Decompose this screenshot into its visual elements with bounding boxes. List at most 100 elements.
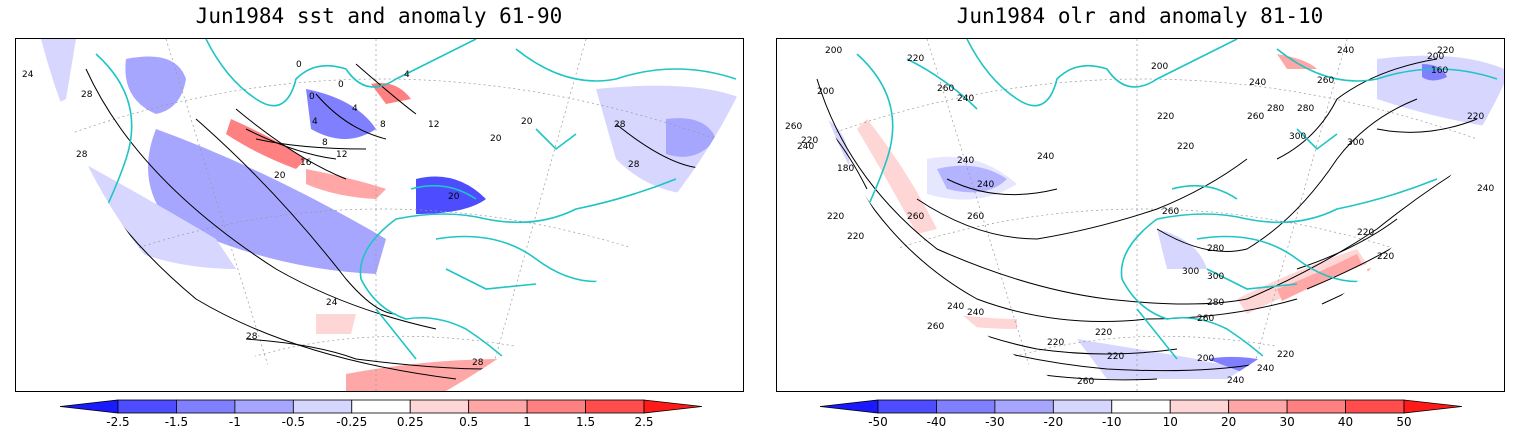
contour-label: 280 [1297, 104, 1314, 114]
contour-label: 28 [76, 150, 88, 160]
contour-label: 4 [352, 104, 358, 114]
contour-label: 200 [1151, 62, 1168, 72]
sst-colorbar-tick-label: -2.5 [106, 415, 129, 429]
contour-label: 28 [614, 120, 626, 130]
olr-colorbar-tick-label: 40 [1338, 415, 1353, 429]
olr-colorbar-box [994, 399, 1054, 414]
sst-colorbar-box [234, 399, 294, 414]
sst-colorbar-high-arrow [643, 399, 702, 414]
olr-colorbar-tick-label: -10 [1102, 415, 1122, 429]
contour-label: 240 [1337, 46, 1354, 56]
left-map-title: Jun1984 sst and anomaly 61-90 [195, 4, 563, 28]
sst-colorbar-tick-label: -0.25 [336, 415, 367, 429]
contour-label: 220 [801, 136, 818, 146]
contour-label: 28 [628, 160, 640, 170]
olr-contour-labels: 200 220 260 260 200 240 180 220 240 260 … [785, 46, 1494, 387]
olr-colorbar-box [877, 399, 937, 414]
olr-colorbar-box [1111, 399, 1171, 414]
contour-label: 260 [1247, 112, 1264, 122]
sst-positive-anomaly [316, 314, 356, 334]
contour-label: 260 [967, 212, 984, 222]
olr-negative-anomaly [927, 156, 1017, 200]
contour-label: 240 [797, 142, 814, 152]
contour-label: 200 [825, 46, 842, 56]
olr-negative-anomaly [1422, 64, 1447, 81]
sst-colorbar-tick-label: 1 [523, 415, 531, 429]
contour-label: 220 [847, 232, 864, 242]
sst-colorbar-box [409, 399, 470, 414]
contour-label: 300 [1182, 267, 1199, 277]
olr-positive-anomaly [1277, 54, 1317, 69]
sst-colorbar-low-arrow [60, 399, 119, 414]
sst-colorbar-svg: -2.5 -1.5 -1 -0.5 -0.25 0.25 0.5 1 1.5 2.5 [60, 399, 702, 429]
contour-label: 4 [312, 117, 318, 127]
contour-label: 240 [967, 308, 984, 318]
contour-label: 24 [22, 70, 34, 80]
olr-colorbar-tick-label: -40 [927, 415, 947, 429]
contour-label: 180 [837, 164, 854, 174]
sst-colorbar-box [351, 399, 411, 414]
contour-label: 0 [296, 60, 302, 70]
contour-label: 8 [380, 120, 386, 130]
contour-label: 20 [490, 134, 502, 144]
contour-label: 16 [300, 158, 312, 168]
contour-label: 20 [448, 192, 460, 202]
contour-label: 200 [1427, 52, 1444, 62]
olr-colorbar-box [1345, 399, 1405, 414]
contour-label: 220 [1467, 112, 1484, 122]
contour-label: 28 [81, 90, 93, 100]
contour-label: 260 [937, 84, 954, 94]
contour-label: 260 [785, 122, 802, 132]
contour-label: 240 [947, 302, 964, 312]
sst-colorbar-tick-label: -0.5 [282, 415, 305, 429]
contour-label: 280 [1207, 244, 1224, 254]
olr-colorbar-box [1228, 399, 1288, 414]
sst-contour-labels: 24 28 28 0 0 4 4 8 8 12 12 16 20 20 20 2… [22, 60, 640, 368]
contour-label: 220 [1047, 338, 1064, 348]
contour-label: 220 [1377, 252, 1394, 262]
contour-label: 12 [336, 150, 347, 160]
olr-positive-anomaly [1367, 267, 1392, 284]
olr-anomaly-map: 200 220 260 260 200 240 180 220 240 260 … [776, 38, 1505, 392]
contour-label: 220 [1107, 352, 1124, 362]
contour-label: 28 [246, 332, 258, 342]
sst-colorbar-tick-label: 1.5 [576, 415, 595, 429]
olr-colorbar-tick-label: 10 [1163, 415, 1178, 429]
sst-colorbar-box [468, 399, 528, 414]
sst-colorbar-box [526, 399, 586, 414]
contour-label: 240 [1477, 184, 1494, 194]
olr-colorbar-low-arrow [820, 399, 879, 414]
contour-label: 220 [1095, 328, 1112, 338]
contour-label: 260 [1197, 314, 1214, 324]
sst-negative-anomaly [125, 56, 186, 114]
sst-colorbar-box [585, 399, 645, 414]
contour-label: 300 [1207, 272, 1224, 282]
contour-label: 240 [977, 180, 994, 190]
contour-label: 8 [322, 138, 328, 148]
sst-colorbar-tick-label: 0.25 [397, 415, 424, 429]
sst-map-svg: 24 28 28 0 0 4 4 8 8 12 12 16 20 20 20 2… [16, 39, 743, 391]
olr-colorbar-tick-label: 50 [1396, 415, 1411, 429]
olr-colorbar-box [936, 399, 996, 414]
olr-colorbar: -50 -40 -30 -20 -10 10 20 30 40 50 [820, 398, 1462, 430]
contour-label: 160 [1431, 66, 1448, 76]
contour-label: 20 [274, 171, 286, 181]
contour-label: 260 [1162, 207, 1179, 217]
sst-contours [45, 63, 737, 380]
olr-colorbar-box [1052, 399, 1113, 414]
sst-anomaly-map: 24 28 28 0 0 4 4 8 8 12 12 16 20 20 20 2… [15, 38, 744, 392]
olr-colorbar-high-arrow [1403, 399, 1462, 414]
contour-label: 240 [1257, 364, 1274, 374]
olr-positive-anomaly [857, 119, 937, 234]
olr-colorbar-svg: -50 -40 -30 -20 -10 10 20 30 40 50 [820, 399, 1462, 429]
olr-colorbar-box [1169, 399, 1230, 414]
sst-positive-anomaly [306, 169, 386, 199]
olr-negative-anomaly [1157, 229, 1207, 269]
olr-map-svg: 200 220 260 260 200 240 180 220 240 260 … [777, 39, 1504, 391]
contour-label: 220 [1277, 350, 1294, 360]
contour-label: 220 [1437, 46, 1454, 56]
sst-colorbar-tick-label: -1.5 [165, 415, 188, 429]
sst-colorbar-box [176, 399, 236, 414]
contour-label: 240 [1249, 78, 1266, 88]
contour-label: 0 [338, 80, 344, 90]
